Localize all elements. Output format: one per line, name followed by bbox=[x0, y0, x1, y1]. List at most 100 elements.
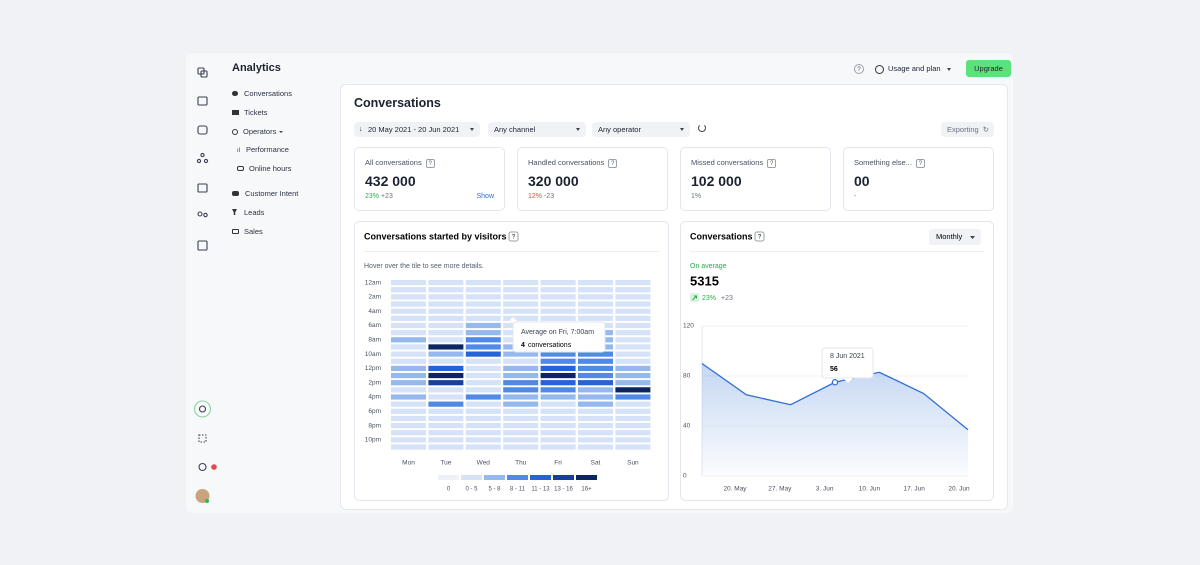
heat-cell bbox=[578, 408, 613, 414]
heat-cell bbox=[540, 280, 576, 286]
heat-cell bbox=[578, 415, 613, 422]
help-icon[interactable]: ? bbox=[767, 158, 777, 168]
help-button[interactable]: ? bbox=[854, 64, 864, 74]
nav-item[interactable]: Sales bbox=[232, 227, 263, 236]
nav-item[interactable]: ıl Performance bbox=[237, 145, 289, 154]
heat-cell bbox=[540, 430, 576, 436]
heat-cell bbox=[391, 301, 426, 307]
heat-cell bbox=[540, 437, 576, 443]
heat-cell bbox=[391, 308, 426, 314]
nav-icon[interactable] bbox=[197, 96, 208, 106]
heat-cell bbox=[391, 365, 426, 371]
y-tick-label: 4am bbox=[368, 308, 381, 315]
nav-label: Leads bbox=[244, 208, 265, 217]
heat-cell bbox=[578, 351, 613, 357]
x-tick-label: Thu bbox=[515, 460, 527, 467]
x-tick-label: 3. Jun bbox=[816, 486, 834, 493]
heat-cell bbox=[503, 380, 539, 386]
heat-cell bbox=[428, 337, 464, 343]
heat-cell bbox=[615, 330, 651, 336]
nav-item[interactable]: Operators bbox=[232, 127, 284, 136]
apps-icon[interactable] bbox=[198, 434, 207, 443]
help-icon[interactable]: ? bbox=[425, 158, 435, 168]
help-icon[interactable]: ? bbox=[915, 158, 925, 168]
heat-cell bbox=[391, 337, 426, 343]
help-icon[interactable] bbox=[508, 231, 519, 242]
channel-filter[interactable]: Any channel bbox=[488, 122, 586, 137]
heat-cell bbox=[428, 444, 464, 450]
help-icon-text: ? bbox=[512, 235, 516, 241]
nav-icon[interactable] bbox=[197, 240, 208, 251]
x-tick-label: 20. Jun bbox=[948, 486, 970, 493]
legend-swatch bbox=[438, 475, 459, 480]
nav-icon[interactable] bbox=[197, 125, 208, 135]
heat-cell bbox=[540, 294, 576, 300]
heat-cell bbox=[391, 408, 426, 414]
export-button[interactable]: Exporting ↻ bbox=[941, 122, 994, 137]
period-select[interactable] bbox=[929, 229, 981, 245]
heat-cell bbox=[465, 287, 501, 293]
status-icon[interactable] bbox=[193, 400, 212, 418]
heat-cell bbox=[615, 280, 651, 286]
nav-item[interactable]: Online hours bbox=[237, 164, 292, 173]
show-link[interactable]: Show bbox=[476, 193, 494, 200]
refresh-button[interactable] bbox=[698, 124, 706, 132]
heat-cell bbox=[428, 344, 464, 350]
plan-menu[interactable]: Usage and plan bbox=[875, 64, 951, 74]
x-tick-label: 20. May bbox=[723, 486, 747, 493]
legend-swatch bbox=[461, 475, 482, 480]
nav-icon[interactable] bbox=[197, 183, 208, 193]
settings-icon[interactable] bbox=[198, 462, 207, 472]
legend-swatch bbox=[484, 475, 505, 480]
chart-title: Conversations bbox=[690, 231, 753, 241]
heat-cell bbox=[428, 430, 464, 436]
y-tick-label: 2am bbox=[368, 294, 381, 301]
heat-cell bbox=[391, 372, 426, 379]
legend-label: 0 bbox=[447, 487, 451, 493]
nav-item[interactable]: Tickets bbox=[232, 108, 267, 117]
nav-icon[interactable] bbox=[200, 152, 205, 158]
nav-icon[interactable] bbox=[197, 211, 203, 217]
upgrade-button[interactable]: Upgrade bbox=[966, 60, 1011, 77]
date-filter[interactable]: ↓ 20 May 2021 - 20 Jun 2021 bbox=[354, 122, 480, 137]
heat-cell bbox=[503, 315, 539, 321]
heat-cell bbox=[428, 330, 464, 336]
nav-item[interactable]: Customer Intent bbox=[232, 189, 298, 198]
heat-cell bbox=[503, 287, 539, 293]
stat-card: All conversations? 432 000 23% +23 Show bbox=[354, 147, 505, 211]
heat-cell bbox=[428, 372, 464, 379]
heat-cell bbox=[578, 437, 613, 443]
tooltip-value: 56 bbox=[830, 366, 838, 373]
stat-delta: -23 bbox=[543, 193, 555, 200]
heat-cell bbox=[428, 351, 464, 357]
nav-item[interactable]: Conversations bbox=[232, 89, 292, 98]
help-icon[interactable]: ? bbox=[608, 158, 618, 168]
operator-filter[interactable]: Any operator bbox=[592, 122, 690, 137]
heat-cell bbox=[428, 308, 464, 314]
caret bbox=[970, 236, 975, 239]
heat-cell bbox=[465, 430, 501, 436]
heat-cell bbox=[465, 401, 501, 407]
help-icon[interactable] bbox=[754, 231, 765, 242]
tooltip-title: Average on Fri, 7:00am bbox=[521, 329, 594, 336]
nav-item[interactable]: Leads bbox=[232, 208, 264, 217]
heat-cell bbox=[391, 430, 426, 436]
heat-cell bbox=[391, 315, 426, 321]
legend-label: 11 - 13 bbox=[531, 487, 550, 493]
heat-cell bbox=[503, 444, 539, 450]
icon-rail bbox=[193, 67, 217, 503]
y-tick-label: 120 bbox=[683, 323, 694, 330]
page-title: Conversations bbox=[354, 96, 441, 110]
heat-cell bbox=[391, 423, 426, 429]
heat-cell bbox=[615, 308, 651, 314]
heat-cell bbox=[465, 322, 501, 329]
heat-cell bbox=[540, 415, 576, 422]
heat-cell bbox=[465, 280, 501, 286]
x-tick-label: Sun bbox=[627, 460, 639, 467]
heat-cell bbox=[503, 408, 539, 414]
heat-cell bbox=[465, 444, 501, 450]
y-tick-label: 40 bbox=[683, 423, 691, 430]
heat-cell bbox=[615, 315, 651, 321]
heat-cell bbox=[540, 423, 576, 429]
